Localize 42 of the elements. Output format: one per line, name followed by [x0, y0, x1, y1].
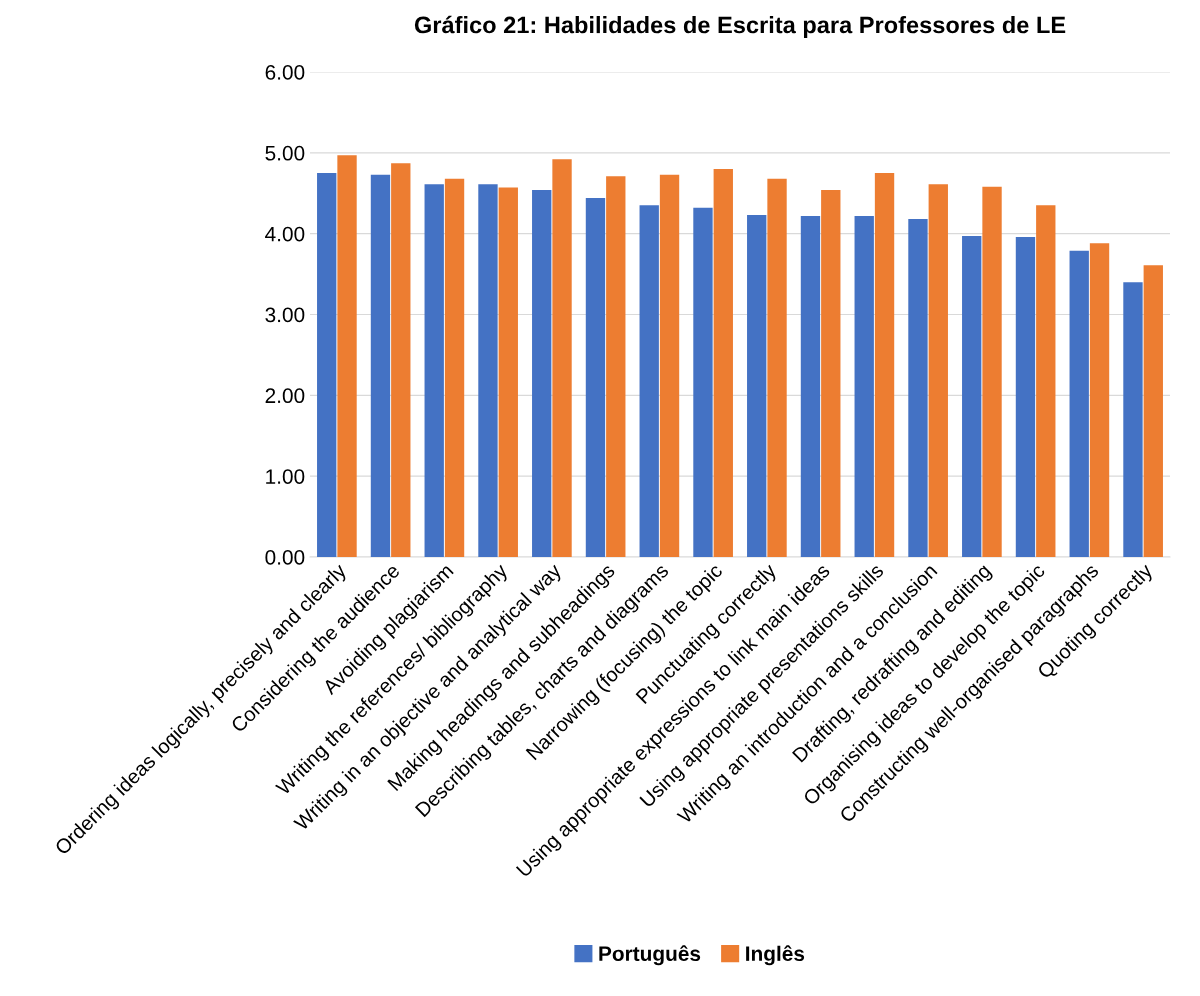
bar [391, 163, 411, 557]
bar [908, 219, 928, 557]
bar [1036, 205, 1056, 557]
bar [854, 215, 874, 557]
bar [1123, 282, 1143, 557]
bar [713, 169, 733, 557]
y-tick-label: 4.00 [265, 226, 305, 242]
bar [585, 198, 606, 557]
bar [317, 173, 337, 557]
bar [693, 207, 713, 557]
bar [1069, 250, 1089, 557]
bar [478, 184, 498, 557]
bar [800, 215, 821, 557]
bar [874, 173, 895, 557]
bar [424, 184, 444, 557]
bar [1143, 265, 1163, 557]
bar [337, 155, 357, 557]
bar [982, 186, 1002, 557]
bar [821, 190, 841, 557]
bar [767, 178, 787, 557]
y-tick-label: 3.00 [265, 307, 305, 323]
bar [532, 190, 552, 557]
bar [928, 184, 948, 557]
y-tick-label: 2.00 [265, 388, 305, 404]
bar [639, 205, 659, 557]
bar [498, 187, 518, 557]
bar [1015, 236, 1036, 557]
chart-title: Gráfico 21: Habilidades de Escrita para Professores de LE [414, 15, 1066, 39]
legend-label: Inglês [746, 945, 805, 966]
bar [444, 178, 465, 557]
bar [606, 176, 626, 557]
bar [659, 174, 680, 557]
legend-label: Português [599, 945, 701, 966]
y-tick-label: 0.00 [265, 550, 305, 565]
bar [747, 215, 767, 557]
y-tick-label: 1.00 [266, 469, 305, 484]
y-tick-label: 5.00 [265, 145, 305, 161]
bar [370, 174, 391, 557]
y-tick-label: 6.00 [265, 65, 305, 80]
bar [1089, 243, 1110, 557]
bar [552, 159, 572, 557]
bar [962, 236, 982, 557]
